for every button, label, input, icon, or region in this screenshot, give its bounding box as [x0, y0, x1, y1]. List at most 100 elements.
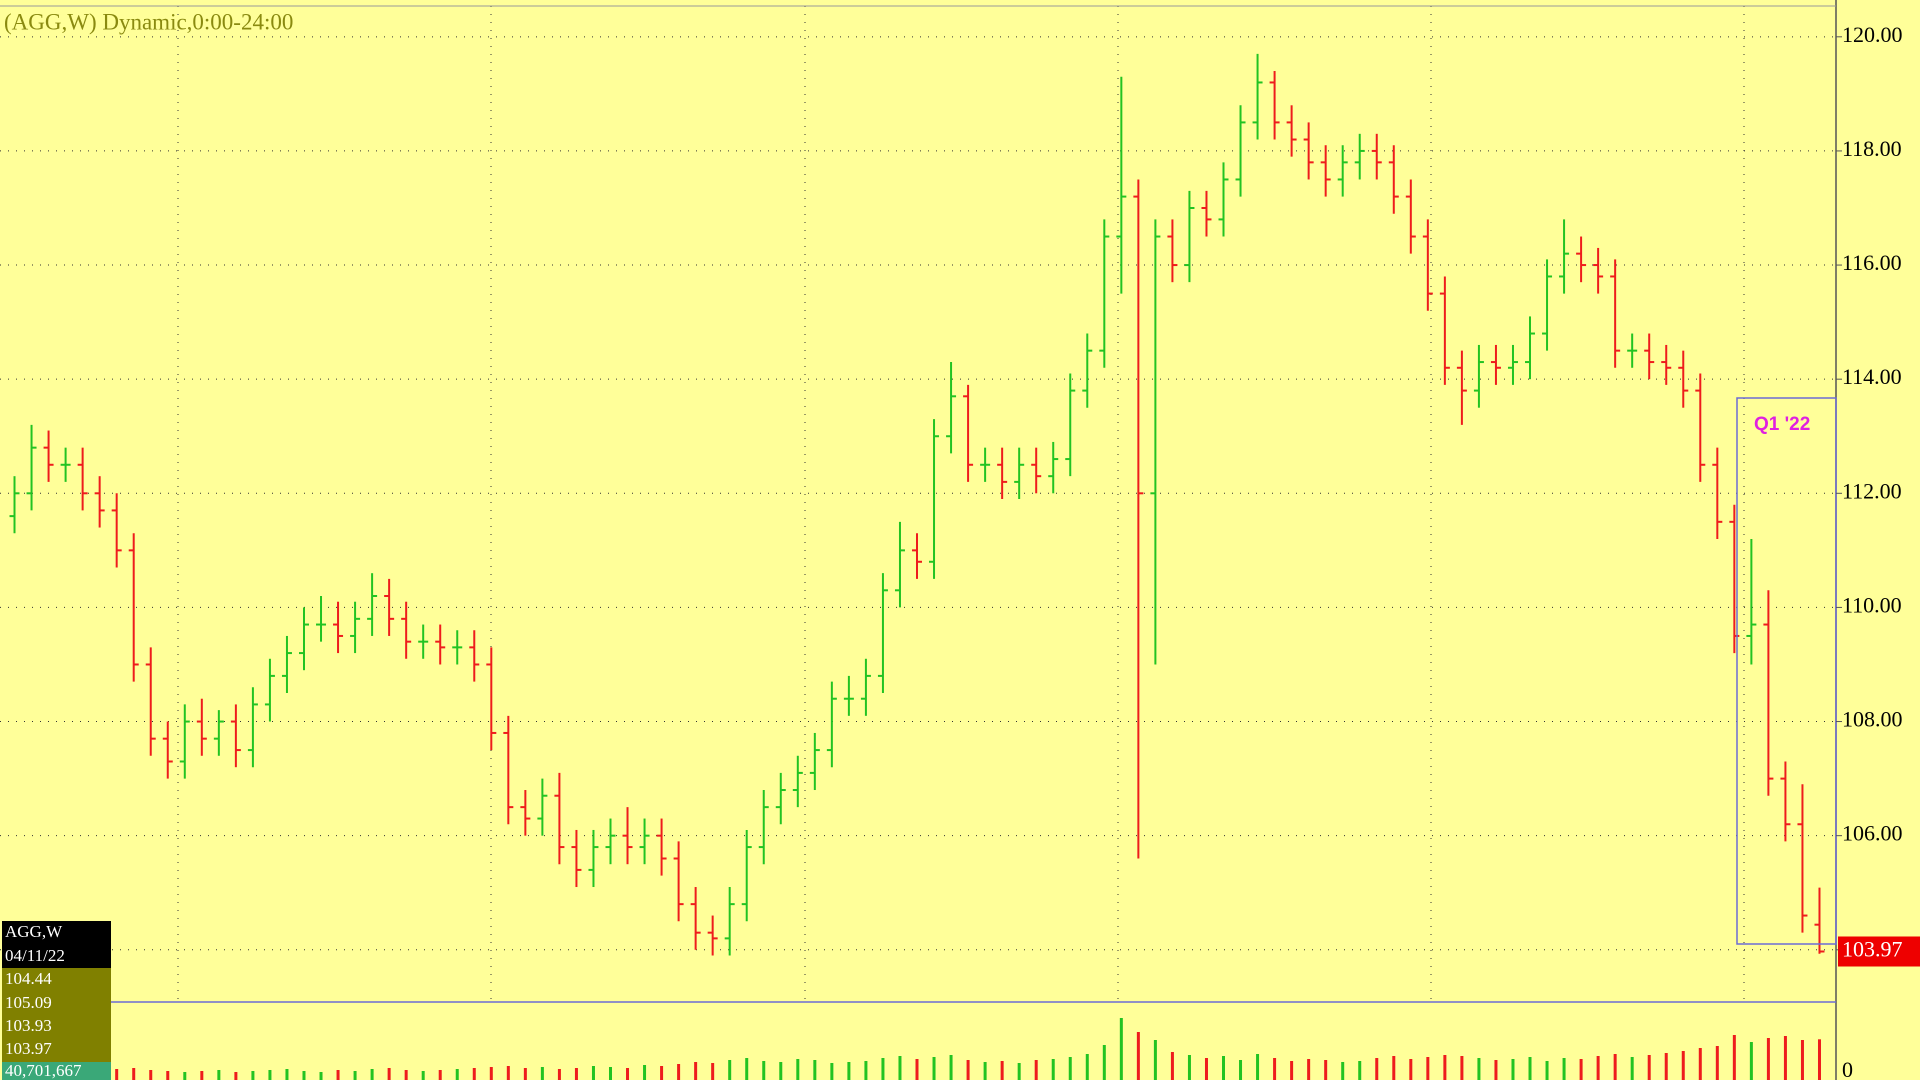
volume-bar: [830, 1063, 834, 1080]
annotation-box: [1736, 397, 1837, 945]
volume-bar: [268, 1070, 272, 1080]
y-tick-label: 106.00: [1842, 821, 1903, 846]
volume-bar: [149, 1070, 153, 1080]
y-tick-label: 110.00: [1842, 592, 1902, 617]
volume-bar: [1647, 1055, 1651, 1080]
volume-bar: [557, 1069, 561, 1080]
volume-bar: [1732, 1035, 1736, 1080]
volume-bar: [1426, 1057, 1430, 1080]
y2-tick-label: 0: [1842, 1057, 1853, 1080]
volume-bar: [949, 1055, 953, 1080]
info-volume: 40,701,667: [5, 1061, 82, 1080]
last-price-label: 103.97: [1842, 937, 1903, 962]
volume-bar: [1068, 1057, 1072, 1080]
volume-bar: [1256, 1054, 1260, 1080]
volume-bar: [285, 1069, 289, 1080]
volume-bar: [1204, 1058, 1208, 1080]
volume-bar: [847, 1062, 851, 1080]
volume-bar: [302, 1071, 306, 1080]
volume-bar: [728, 1060, 732, 1080]
volume-bar: [626, 1068, 630, 1080]
y-tick-label: 112.00: [1842, 478, 1902, 503]
volume-bar: [574, 1068, 578, 1080]
marks: [9, 53, 1825, 1080]
volume-bar: [779, 1062, 783, 1080]
volume-bar: [1102, 1045, 1106, 1080]
volume-bar: [1664, 1053, 1668, 1080]
info-header: [2, 921, 111, 968]
volume-bar: [1290, 1061, 1294, 1080]
volume-bar: [881, 1058, 885, 1080]
volume-bar: [404, 1070, 408, 1080]
volume-bar: [966, 1060, 970, 1080]
volume-bar: [591, 1066, 595, 1080]
volume-bar: [1579, 1059, 1583, 1080]
volume-bar: [455, 1069, 459, 1080]
volume-bar: [319, 1072, 323, 1080]
volume-bar: [1817, 1039, 1821, 1080]
volume-bar: [898, 1056, 902, 1080]
volume-bar: [217, 1070, 221, 1080]
volume-bar: [353, 1071, 357, 1080]
volume-bar: [1017, 1063, 1021, 1080]
volume-bar: [1392, 1056, 1396, 1080]
volume-bar: [1443, 1055, 1447, 1080]
volume-bar: [1409, 1059, 1413, 1080]
volume-bar: [1187, 1055, 1191, 1080]
volume-bar: [1545, 1061, 1549, 1080]
volume-bar: [1136, 1032, 1140, 1080]
volume-bar: [932, 1057, 936, 1080]
info-high: 105.09: [5, 993, 52, 1012]
y-tick-label: 114.00: [1842, 364, 1902, 389]
volume-bar: [489, 1067, 493, 1080]
volume-bar: [370, 1069, 374, 1080]
volume-bar: [1698, 1048, 1702, 1080]
volume-bar: [1358, 1061, 1362, 1080]
volume-bar: [1000, 1061, 1004, 1080]
volume-bar: [1749, 1042, 1753, 1080]
y-tick-label: 118.00: [1842, 136, 1902, 161]
volume-bar: [1766, 1038, 1770, 1080]
volume-bar: [166, 1071, 170, 1080]
volume-bar: [915, 1059, 919, 1080]
volume-bar: [1460, 1056, 1464, 1080]
volume-bar: [1596, 1056, 1600, 1080]
volume-bar: [1119, 1018, 1123, 1080]
volume-bar: [1681, 1051, 1685, 1080]
y-tick-label: 120.00: [1842, 22, 1903, 47]
volume-bar: [864, 1061, 868, 1080]
volume-bar: [1562, 1058, 1566, 1080]
volume-bar: [506, 1066, 510, 1080]
volume-bar: [694, 1062, 698, 1080]
y-axis: 104.00106.00108.00110.00112.00114.00116.…: [1836, 22, 1920, 1080]
last-price-box: [1838, 936, 1920, 967]
volume-bar: [523, 1068, 527, 1080]
info-volume-bg: [2, 1062, 111, 1080]
volume-bar: [1494, 1060, 1498, 1080]
volume-bar: [115, 1069, 119, 1080]
volume-bar: [1085, 1054, 1089, 1080]
volume-bar: [1528, 1057, 1532, 1080]
volume-bar: [796, 1059, 800, 1080]
volume-bar: [1034, 1060, 1038, 1080]
volume-bar: [540, 1067, 544, 1080]
volume-bar: [1273, 1058, 1277, 1080]
volume-bar: [1375, 1058, 1379, 1080]
volume-bar: [1715, 1046, 1719, 1080]
volume-bar: [643, 1065, 647, 1080]
volume-bar: [762, 1061, 766, 1080]
volume-bar: [1153, 1040, 1157, 1080]
info-date: 04/11/22: [5, 946, 65, 965]
volume-bar: [421, 1071, 425, 1080]
volume-bar: [200, 1071, 204, 1080]
volume-bar: [1324, 1060, 1328, 1080]
info-symbol: AGG,W: [5, 922, 63, 941]
volume-bar: [183, 1072, 187, 1080]
volume-bar: [387, 1068, 391, 1080]
volume-bar: [1630, 1057, 1634, 1080]
annotation-label: Q1 '22: [1754, 414, 1810, 435]
volume-bar: [1341, 1062, 1345, 1080]
